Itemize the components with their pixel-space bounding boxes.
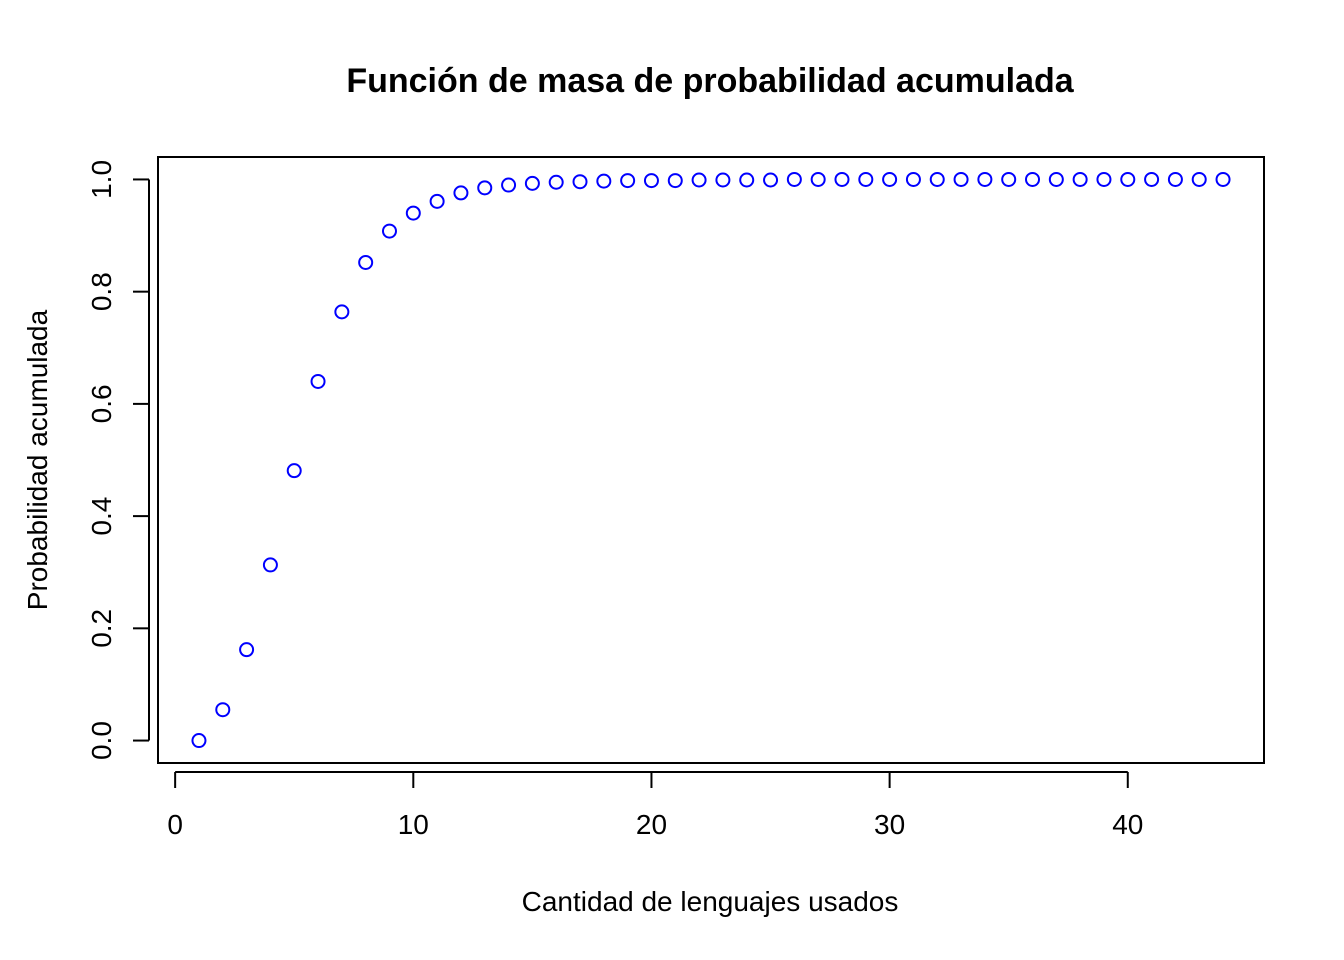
data-point xyxy=(477,180,493,196)
data-point xyxy=(429,193,445,209)
data-point xyxy=(739,172,755,188)
x-tick-label: 40 xyxy=(1112,809,1143,840)
data-point xyxy=(643,173,659,189)
y-axis-label: Probabilidad acumulada xyxy=(22,309,53,610)
data-points xyxy=(191,171,1231,749)
data-point xyxy=(548,174,564,190)
data-point xyxy=(405,205,421,221)
y-tick-label: 0.2 xyxy=(86,609,117,648)
x-axis-label: Cantidad de lenguajes usados xyxy=(522,886,899,917)
data-point xyxy=(1025,171,1041,187)
data-point xyxy=(501,177,517,193)
data-point xyxy=(381,223,397,239)
y-tick-label: 1.0 xyxy=(86,160,117,199)
data-point xyxy=(691,172,707,188)
data-point xyxy=(1096,171,1112,187)
data-point xyxy=(310,373,326,389)
data-point xyxy=(953,171,969,187)
data-point xyxy=(453,185,469,201)
y-axis: 0.0 0.2 0.4 0.6 0.8 1.0 xyxy=(86,160,150,760)
data-point xyxy=(834,171,850,187)
data-point xyxy=(1215,171,1231,187)
data-point xyxy=(882,171,898,187)
plot-frame xyxy=(157,156,1265,764)
data-point xyxy=(620,173,636,189)
x-tick-label: 30 xyxy=(874,809,905,840)
data-point xyxy=(1001,171,1017,187)
data-point xyxy=(596,173,612,189)
x-axis: 0 10 20 30 40 xyxy=(167,771,1143,840)
y-tick-label: 0.0 xyxy=(86,721,117,760)
x-tick-label: 20 xyxy=(636,809,667,840)
data-point xyxy=(715,172,731,188)
data-point xyxy=(786,171,802,187)
data-point xyxy=(1048,171,1064,187)
data-point xyxy=(1072,171,1088,187)
data-point xyxy=(929,171,945,187)
data-point xyxy=(1144,171,1160,187)
data-point xyxy=(858,171,874,187)
data-point xyxy=(572,174,588,190)
x-tick-label: 10 xyxy=(398,809,429,840)
y-tick-label: 0.8 xyxy=(86,272,117,311)
data-point xyxy=(262,557,278,573)
data-point xyxy=(524,175,540,191)
data-point xyxy=(763,172,779,188)
data-point xyxy=(1120,171,1136,187)
data-point xyxy=(334,304,350,320)
y-tick-label: 0.6 xyxy=(86,384,117,423)
data-point xyxy=(1167,171,1183,187)
data-point xyxy=(977,171,993,187)
data-point xyxy=(1191,171,1207,187)
data-point xyxy=(358,254,374,270)
data-point xyxy=(239,642,255,658)
data-point xyxy=(286,463,302,479)
data-point xyxy=(191,733,207,749)
y-tick-label: 0.4 xyxy=(86,497,117,536)
data-point xyxy=(905,171,921,187)
data-point xyxy=(215,702,231,718)
x-tick-label: 0 xyxy=(167,809,183,840)
data-point xyxy=(667,173,683,189)
data-point xyxy=(810,171,826,187)
chart-title: Función de masa de probabilidad acumulad… xyxy=(346,62,1074,100)
